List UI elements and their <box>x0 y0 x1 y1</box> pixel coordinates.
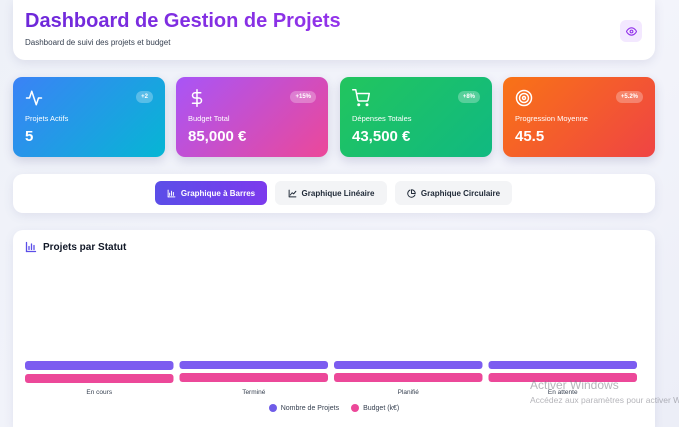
stat-card-depenses-totales: +8% Dépenses Totales 43,500 € <box>340 77 492 157</box>
stat-label: Progression Moyenne <box>515 114 588 123</box>
legend-swatch <box>268 404 277 412</box>
page-title: Dashboard de Gestion de Projets <box>25 10 341 32</box>
bar-budget-1[interactable] <box>179 373 329 382</box>
legend-label: Nombre de Projets <box>280 404 340 412</box>
stat-label: Budget Total <box>188 114 230 123</box>
bar-budget-3[interactable] <box>488 373 638 382</box>
view-toggle-button[interactable] <box>620 20 642 42</box>
x-tick-label: En cours <box>86 389 112 396</box>
cart-icon <box>352 89 370 107</box>
eye-icon <box>625 26 637 36</box>
stat-label: Projets Actifs <box>25 114 69 123</box>
page-subtitle: Dashboard de suivi des projets et budget <box>25 38 171 47</box>
tab-label: Graphique Linéaire <box>301 188 375 198</box>
bar-chart-icon <box>25 241 37 253</box>
stat-value: 45.5 <box>515 128 545 145</box>
pie-chart-icon <box>407 188 416 198</box>
x-tick-label: Terminé <box>242 389 266 396</box>
tab-pie-chart[interactable]: Graphique Circulaire <box>395 181 512 205</box>
bar-budget-2[interactable] <box>334 373 483 382</box>
bar-budget-0[interactable] <box>25 374 174 383</box>
stat-badge: +2 <box>136 91 153 103</box>
bar-chart: En cours Terminé Planifié En attente <box>25 361 638 396</box>
tab-label: Graphique à Barres <box>180 188 256 198</box>
activity-icon <box>25 90 43 106</box>
stat-value: 5 <box>25 128 34 145</box>
stat-badge: +5.2% <box>615 91 643 103</box>
bar-projects-2[interactable] <box>334 361 483 369</box>
legend-item[interactable]: Nombre de Projets <box>268 404 340 412</box>
stat-badge: +8% <box>457 91 480 103</box>
watermark-subtitle: Accédez aux paramètres pour activer Wind… <box>530 395 679 405</box>
page-header: Dashboard de Gestion de Projets Dashboar… <box>13 0 655 60</box>
tab-label: Graphique Circulaire <box>420 188 501 198</box>
chart-panel: Projets par Statut En cours Terminé Planif… <box>13 230 655 427</box>
stat-value: 85,000 € <box>188 128 247 145</box>
bar-projects-3[interactable] <box>488 361 638 369</box>
stat-card-projets-actifs: +2 Projets Actifs 5 <box>13 77 165 157</box>
stat-badge: +15% <box>290 91 316 103</box>
chart-panel-title: Projets par Statut <box>25 241 126 253</box>
legend-item[interactable]: Budget (k€) <box>351 404 399 412</box>
x-tick-label: Planifié <box>398 389 420 396</box>
stat-value: 43,500 € <box>352 128 411 145</box>
legend-label: Budget (k€) <box>363 404 400 412</box>
bar-chart-icon <box>167 189 176 197</box>
line-chart-icon <box>288 189 296 197</box>
watermark-title: Activer Windows <box>530 378 619 392</box>
x-tick-label: En attente <box>548 389 578 396</box>
bar-projects-0[interactable] <box>25 361 174 370</box>
windows-activation-watermark: Activer Windows Accédez aux paramètres p… <box>530 378 679 405</box>
chart-legend: Nombre de Projets Budget (k€) <box>13 404 655 412</box>
legend-swatch <box>351 404 360 412</box>
stat-card-progression-moyenne: +5.2% Progression Moyenne 45.5 <box>503 77 655 157</box>
tab-line-chart[interactable]: Graphique Linéaire <box>275 181 387 205</box>
stat-card-budget-total: +15% Budget Total 85,000 € <box>176 77 328 157</box>
bar-projects-1[interactable] <box>179 361 329 369</box>
chart-title-text: Projets par Statut <box>43 241 127 253</box>
tab-bar-chart[interactable]: Graphique à Barres <box>155 181 267 205</box>
target-icon <box>515 89 533 107</box>
chart-type-tabs: Graphique à Barres Graphique Linéaire Gr… <box>13 174 655 213</box>
stat-label: Dépenses Totales <box>352 114 412 123</box>
dollar-icon <box>191 89 203 107</box>
